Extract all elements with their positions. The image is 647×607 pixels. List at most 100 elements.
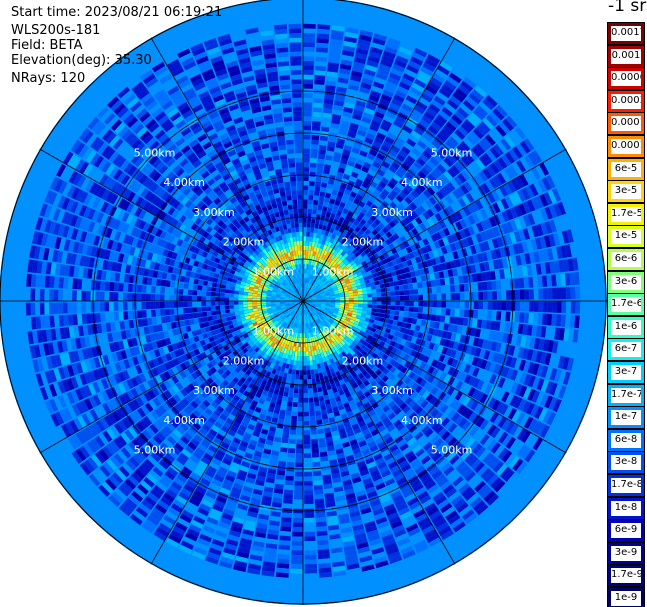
range-gate-cell [467, 178, 477, 190]
range-gate-cell [291, 554, 303, 560]
range-gate-cell [423, 163, 433, 173]
range-gate-cell [413, 161, 423, 170]
range-gate-cell [348, 290, 354, 294]
range-gate-cell [430, 183, 439, 193]
range-gate-cell [511, 178, 521, 191]
range-gate-cell [486, 250, 493, 261]
range-gate-cell [434, 272, 440, 280]
range-gate-cell [471, 201, 480, 212]
range-gate-cell [291, 415, 297, 421]
range-gate-cell [374, 267, 381, 273]
range-gate-cell [353, 298, 359, 301]
range-gate-cell [418, 294, 424, 301]
range-gate-cell [330, 123, 340, 130]
range-gate-cell [447, 269, 454, 277]
range-gate-cell [307, 379, 312, 384]
range-gate-cell [389, 310, 395, 315]
range-gate-cell [396, 230, 404, 238]
range-gate-cell [313, 288, 318, 293]
range-gate-cell [307, 269, 310, 274]
range-gate-cell [334, 235, 340, 241]
range-gate-cell [484, 206, 493, 218]
range-gate-cell [314, 84, 325, 90]
range-gate-cell [399, 306, 405, 311]
range-gate-cell [285, 410, 292, 416]
range-gate-cell [340, 239, 347, 245]
range-gate-cell [552, 188, 562, 202]
range-gate-cell [496, 311, 502, 321]
range-gate-cell [322, 108, 333, 114]
range-gate-cell [351, 202, 358, 209]
range-gate-cell [433, 240, 441, 249]
range-gate-cell [464, 292, 470, 300]
range-gate-cell [316, 33, 330, 39]
range-gate-cell [376, 292, 382, 297]
range-gate-cell [334, 295, 340, 298]
range-gate-cell [322, 206, 328, 212]
range-gate-cell [361, 260, 367, 266]
range-gate-cell [505, 311, 511, 322]
range-gate-cell [343, 235, 349, 241]
range-gate-cell [314, 498, 325, 504]
range-gate-cell [309, 232, 314, 238]
range-gate-cell [402, 125, 413, 134]
range-gate-cell [517, 266, 524, 277]
range-gate-cell [339, 124, 349, 132]
range-gate-cell [428, 196, 437, 206]
range-gate-cell [487, 239, 495, 250]
range-gate-cell [320, 404, 327, 411]
range-gate-cell [532, 313, 539, 325]
range-gate-cell [444, 277, 450, 286]
range-gate-cell [552, 232, 561, 246]
range-gate-cell [313, 276, 317, 281]
range-gate-cell [311, 255, 315, 261]
range-gate-cell [338, 248, 344, 255]
range-gate-cell [339, 294, 345, 297]
range-gate-cell [310, 285, 314, 290]
range-gate-cell [395, 170, 404, 179]
range-gate-cell [324, 197, 330, 203]
range-gate-cell [339, 68, 351, 75]
range-gate-cell [377, 68, 390, 77]
range-gate-cell [427, 301, 433, 307]
range-gate-cell [413, 47, 428, 58]
range-gate-cell [446, 99, 459, 110]
range-gate-cell [430, 314, 437, 322]
range-gate-cell [381, 177, 390, 185]
range-gate-cell [331, 189, 338, 196]
range-gate-cell [407, 213, 415, 222]
range-gate-cell [311, 297, 317, 299]
range-gate-cell [462, 238, 470, 248]
range-gate-cell [298, 402, 303, 408]
range-gate-cell [348, 227, 355, 234]
range-gate-cell [431, 287, 437, 294]
range-gate-cell [323, 279, 328, 284]
range-gate-cell [354, 104, 365, 112]
range-gate-cell [380, 59, 393, 68]
range-gate-cell [306, 365, 311, 371]
range-gate-cell [379, 165, 388, 173]
range-gate-cell [341, 284, 347, 288]
range-gate-cell [417, 170, 427, 180]
range-gate-cell [443, 157, 454, 168]
range-gate-cell [446, 293, 451, 301]
range-gate-cell [531, 150, 543, 164]
range-gate-cell [333, 204, 339, 211]
range-gate-cell [413, 104, 426, 115]
range-gate-cell [304, 457, 312, 463]
range-gate-cell [385, 41, 400, 51]
range-gate-cell [327, 232, 333, 238]
range-gate-cell [498, 121, 511, 134]
range-gate-cell [395, 305, 400, 311]
range-gate-cell [367, 293, 373, 298]
range-gate-cell [316, 299, 322, 301]
range-gate-cell [417, 262, 424, 270]
range-gate-cell [293, 513, 303, 519]
range-gate-cell [455, 292, 461, 300]
range-gate-cell [304, 268, 307, 274]
range-gate-cell [334, 278, 339, 283]
range-gate-cell [401, 248, 409, 256]
range-gate-cell [459, 292, 465, 300]
range-gate-cell [324, 280, 329, 285]
range-gate-cell [329, 227, 335, 234]
